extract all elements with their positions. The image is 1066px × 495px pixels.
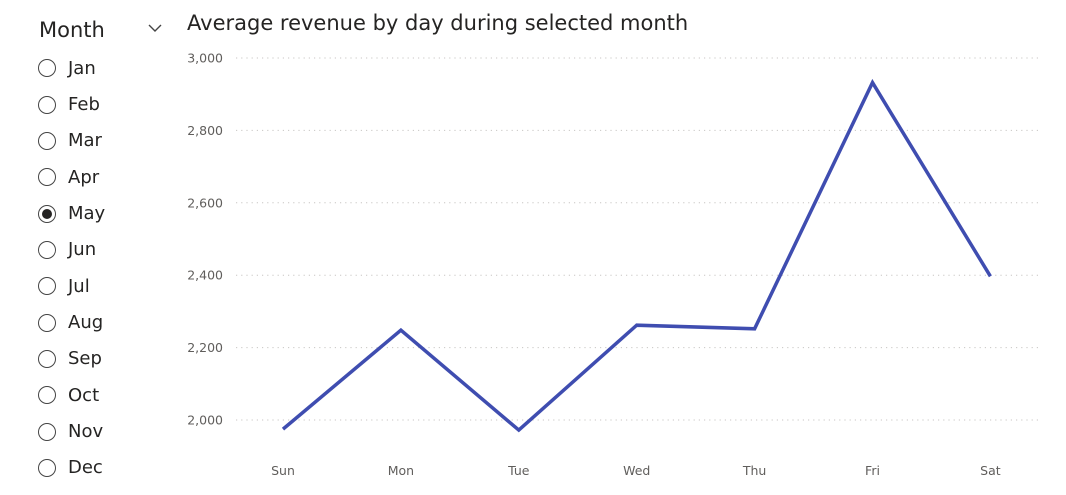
x-tick-label: Thu: [742, 463, 766, 478]
slicer-item-label: Aug: [68, 312, 104, 334]
radio-button[interactable]: [38, 168, 56, 187]
slicer-item-feb[interactable]: Feb: [38, 86, 105, 122]
slicer-item-label: Feb: [68, 94, 100, 116]
radio-button[interactable]: [38, 59, 56, 78]
y-tick-label: 3,000: [187, 51, 223, 66]
slicer-item-label: Oct: [68, 384, 100, 406]
month-slicer-list: Jan Feb Mar Apr May Jun Jul Aug Sep Oct Nov Dec: [38, 50, 105, 486]
slicer-item-label: Sep: [68, 348, 102, 370]
chart-title: Average revenue by day during selected m…: [187, 11, 689, 35]
radio-button[interactable]: [38, 131, 56, 150]
slicer-item-label: Jul: [68, 275, 90, 297]
slicer-item-label: May: [68, 203, 106, 225]
x-tick-label: Wed: [623, 463, 650, 478]
radio-button[interactable]: [38, 349, 56, 368]
slicer-item-may[interactable]: May: [38, 195, 105, 231]
slicer-item-jun[interactable]: Jun: [38, 232, 105, 268]
slicer-item-sep[interactable]: Sep: [38, 341, 105, 377]
y-tick-label: 2,800: [187, 123, 223, 138]
y-tick-label: 2,600: [187, 195, 223, 210]
x-tick-label: Sun: [271, 463, 295, 478]
slicer-item-apr[interactable]: Apr: [38, 159, 105, 195]
slicer-item-jan[interactable]: Jan: [38, 50, 105, 86]
x-tick-label: Fri: [865, 463, 880, 478]
radio-button[interactable]: [38, 422, 56, 441]
slicer-item-label: Apr: [68, 166, 100, 188]
radio-button[interactable]: [38, 313, 56, 332]
radio-button[interactable]: [38, 204, 56, 223]
slicer-item-nov[interactable]: Nov: [38, 413, 105, 449]
x-tick-label: Sat: [980, 463, 1001, 478]
slicer-item-aug[interactable]: Aug: [38, 304, 105, 340]
slicer-title: Month: [39, 18, 105, 42]
slicer-item-label: Dec: [68, 457, 103, 479]
y-tick-label: 2,200: [187, 340, 223, 355]
radio-button[interactable]: [38, 277, 56, 296]
y-tick-label: 2,400: [187, 268, 223, 283]
radio-button[interactable]: [38, 458, 56, 477]
chevron-down-icon[interactable]: [146, 19, 164, 37]
slicer-item-label: Nov: [68, 421, 104, 443]
radio-button[interactable]: [38, 240, 56, 259]
slicer-item-label: Jun: [68, 239, 97, 261]
slicer-item-label: Mar: [68, 130, 102, 152]
y-tick-label: 2,000: [187, 413, 223, 428]
radio-button[interactable]: [38, 386, 56, 405]
slicer-item-label: Jan: [68, 57, 96, 79]
x-tick-label: Tue: [507, 463, 530, 478]
slicer-item-dec[interactable]: Dec: [38, 450, 105, 486]
slicer-item-mar[interactable]: Mar: [38, 123, 105, 159]
series-line: [281, 78, 992, 433]
x-tick-label: Mon: [388, 463, 414, 478]
slicer-item-jul[interactable]: Jul: [38, 268, 105, 304]
radio-button[interactable]: [38, 95, 56, 114]
slicer-item-oct[interactable]: Oct: [38, 377, 105, 413]
